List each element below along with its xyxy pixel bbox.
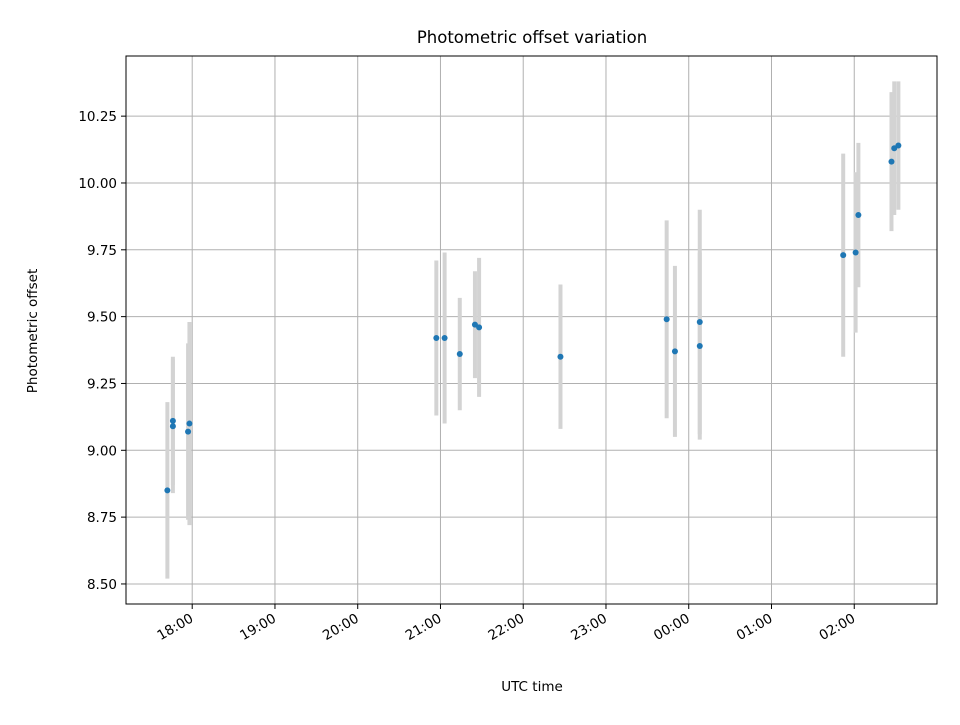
data-point [696,343,703,350]
data-points [164,142,902,494]
y-tick-label: 9.50 [87,310,117,326]
data-point [696,318,703,325]
data-point [433,335,440,342]
data-point [185,428,192,435]
data-point [557,353,564,360]
chart-title: Photometric offset variation [417,28,647,47]
data-point [852,249,859,256]
data-point [855,212,862,219]
y-tick-label: 10.00 [78,176,117,192]
data-point [888,158,895,165]
data-point [671,348,678,355]
y-tick-label: 10.25 [78,109,117,125]
data-point [840,252,847,259]
data-point [895,142,902,149]
data-point [456,351,463,358]
y-tick-label: 9.75 [87,243,117,259]
grid-lines [126,56,937,604]
y-tick-label: 9.00 [87,443,117,459]
data-point [663,316,670,323]
y-tick-label: 8.50 [87,577,117,593]
y-axis-ticks: 8.50 8.75 9.00 9.25 9.50 9.75 10.00 10.25 [78,109,126,593]
data-point [186,420,193,427]
data-point [169,417,176,424]
data-point [441,335,448,342]
plot-area-frame [125,55,938,605]
y-tick-label: 9.25 [87,376,117,392]
data-point [164,487,171,494]
x-axis-label: UTC time [501,679,563,695]
y-axis-label: Photometric offset [25,269,41,393]
data-point [169,423,176,430]
y-tick-label: 8.75 [87,510,117,526]
data-point [476,324,483,331]
